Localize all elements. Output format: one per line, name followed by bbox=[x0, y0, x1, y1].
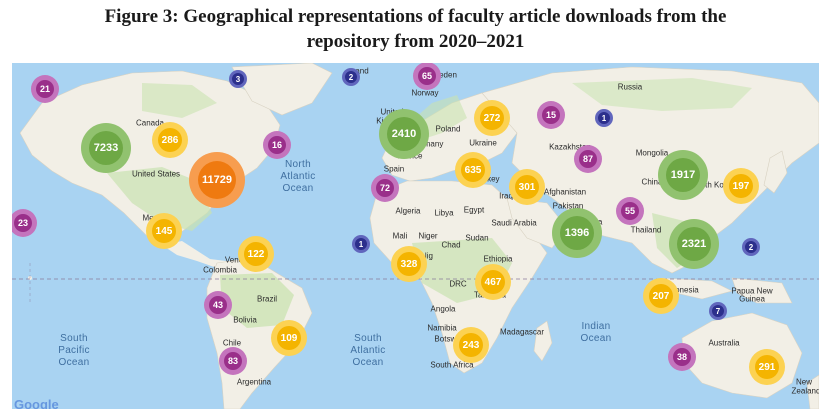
place-label-madagascar: Madagascar bbox=[499, 327, 545, 337]
ocean-label-north-atlantic: North Atlantic Ocean bbox=[280, 159, 316, 194]
figure-title-line2: repository from 2020–2021 bbox=[306, 31, 525, 52]
place-label-saudi-arabia: Saudi Arabia bbox=[491, 218, 537, 228]
cluster-marker[interactable]: 1396 bbox=[552, 208, 602, 258]
cluster-marker[interactable]: 207 bbox=[643, 278, 679, 314]
cluster-marker[interactable]: 1917 bbox=[658, 150, 708, 200]
cluster-marker[interactable]: 87 bbox=[574, 145, 602, 173]
place-label-norway: Norway bbox=[411, 88, 439, 98]
place-label-germany: ermany bbox=[416, 139, 444, 149]
place-label-egypt: Egypt bbox=[463, 205, 485, 215]
place-label-iraq: Iraq bbox=[499, 191, 513, 201]
figure-title: Figure 3: Geographical representations o… bbox=[0, 4, 831, 54]
place-label-guinea: Guinea bbox=[739, 294, 765, 304]
ocean-label-south-pacific: South Pacific Ocean bbox=[58, 333, 90, 368]
cluster-marker[interactable]: 1 bbox=[352, 235, 370, 253]
place-label-botswana: Botswana bbox=[434, 334, 470, 344]
ocean-label-indian: Indian Ocean bbox=[580, 321, 612, 344]
place-label-thailand: Thailand bbox=[630, 225, 662, 235]
place-label-poland: Poland bbox=[435, 124, 461, 134]
cluster-marker[interactable]: 243 bbox=[453, 327, 489, 363]
place-label-united-states: United States bbox=[131, 169, 181, 179]
place-label-mongolia: Mongolia bbox=[635, 148, 669, 158]
cluster-marker[interactable]: 7 bbox=[709, 302, 727, 320]
place-label-brazil: Brazil bbox=[256, 294, 278, 304]
cluster-marker[interactable]: 11729 bbox=[189, 152, 245, 208]
place-label-afghanistan: Afghanistan bbox=[543, 187, 587, 197]
place-label-south-korea: uth Korea bbox=[700, 180, 736, 190]
cluster-marker[interactable]: 2 bbox=[342, 68, 360, 86]
place-label-indonesia: lonesia bbox=[673, 285, 699, 295]
place-label-papua: Papua New bbox=[731, 286, 773, 296]
cluster-marker[interactable]: 7233 bbox=[81, 123, 131, 173]
place-label-angola: Angola bbox=[430, 304, 456, 314]
place-label-venezuela: Vene bbox=[224, 255, 244, 265]
cluster-marker[interactable]: 15 bbox=[537, 101, 565, 129]
ocean-label-south-atlantic: South Atlantic Ocean bbox=[350, 333, 386, 368]
cluster-marker[interactable]: 122 bbox=[238, 236, 274, 272]
cluster-marker[interactable]: 291 bbox=[749, 349, 785, 385]
cluster-marker[interactable]: 2321 bbox=[669, 219, 719, 269]
cluster-marker[interactable]: 3 bbox=[229, 70, 247, 88]
cluster-marker[interactable]: 328 bbox=[391, 246, 427, 282]
place-label-ukraine: Ukraine bbox=[469, 138, 497, 148]
cluster-marker[interactable]: 43 bbox=[204, 291, 232, 319]
place-label-niger: Niger bbox=[418, 231, 438, 241]
place-label-turkey: rkey bbox=[484, 174, 500, 184]
cluster-marker[interactable]: 2 bbox=[742, 238, 760, 256]
place-label-sudan: Sudan bbox=[465, 233, 489, 243]
place-label-chile: Chile bbox=[222, 338, 242, 348]
place-label-argentina: Argentina bbox=[236, 377, 272, 387]
place-label-sweden: eden bbox=[439, 70, 457, 80]
place-label-namibia: Namibia bbox=[427, 323, 457, 333]
cluster-marker[interactable]: 83 bbox=[219, 347, 247, 375]
place-label-greenland: and bbox=[355, 66, 369, 76]
place-label-china: China bbox=[641, 177, 663, 187]
cluster-marker[interactable]: 109 bbox=[271, 320, 307, 356]
place-label-russia: Russia bbox=[617, 82, 643, 92]
place-label-south-africa: South Africa bbox=[430, 360, 474, 370]
google-logo: Google bbox=[14, 397, 59, 409]
cluster-marker[interactable]: 55 bbox=[616, 197, 644, 225]
place-label-drc: DRC bbox=[449, 279, 467, 289]
cluster-marker[interactable]: 16 bbox=[263, 131, 291, 159]
place-label-bolivia: Bolivia bbox=[233, 315, 257, 325]
cluster-marker[interactable]: 72 bbox=[371, 174, 399, 202]
cluster-marker[interactable]: 65 bbox=[413, 63, 441, 90]
cluster-marker[interactable]: 197 bbox=[723, 168, 759, 204]
place-label-canada: Canada bbox=[135, 118, 165, 128]
place-label-pakistan: Pakistan bbox=[552, 201, 584, 211]
cluster-marker[interactable]: 467 bbox=[475, 264, 511, 300]
cluster-marker[interactable]: 301 bbox=[509, 169, 545, 205]
place-label-zealand: Zealand bbox=[791, 386, 819, 396]
cluster-marker[interactable]: 2410 bbox=[379, 109, 429, 159]
place-label-new: New bbox=[795, 377, 813, 387]
place-label-ethiopia: Ethiopia bbox=[483, 254, 513, 264]
place-label-algeria: Algeria bbox=[395, 206, 421, 216]
place-label-australia: Australia bbox=[708, 338, 740, 348]
cluster-marker[interactable]: 1 bbox=[595, 109, 613, 127]
cluster-marker[interactable]: 272 bbox=[474, 100, 510, 136]
cluster-marker[interactable]: 286 bbox=[152, 122, 188, 158]
place-label-spain: Spain bbox=[383, 164, 405, 174]
place-label-mali: Mali bbox=[392, 231, 408, 241]
place-label-kazakhstan: Kazakhstan bbox=[549, 142, 591, 152]
place-label-colombia: Colombia bbox=[203, 265, 237, 275]
cluster-marker[interactable]: 38 bbox=[668, 343, 696, 371]
cluster-marker[interactable]: 23 bbox=[12, 209, 37, 237]
place-label-libya: Libya bbox=[434, 208, 454, 218]
cluster-marker[interactable]: 635 bbox=[455, 152, 491, 188]
place-label-chad: Chad bbox=[441, 240, 461, 250]
world-map[interactable]: North Atlantic Ocean South Atlantic Ocea… bbox=[12, 63, 819, 409]
cluster-marker[interactable]: 145 bbox=[146, 213, 182, 249]
figure-title-line1: Figure 3: Geographical representations o… bbox=[104, 6, 727, 27]
cluster-marker[interactable]: 21 bbox=[31, 75, 59, 103]
place-label-nigeria: Nig bbox=[420, 251, 434, 261]
